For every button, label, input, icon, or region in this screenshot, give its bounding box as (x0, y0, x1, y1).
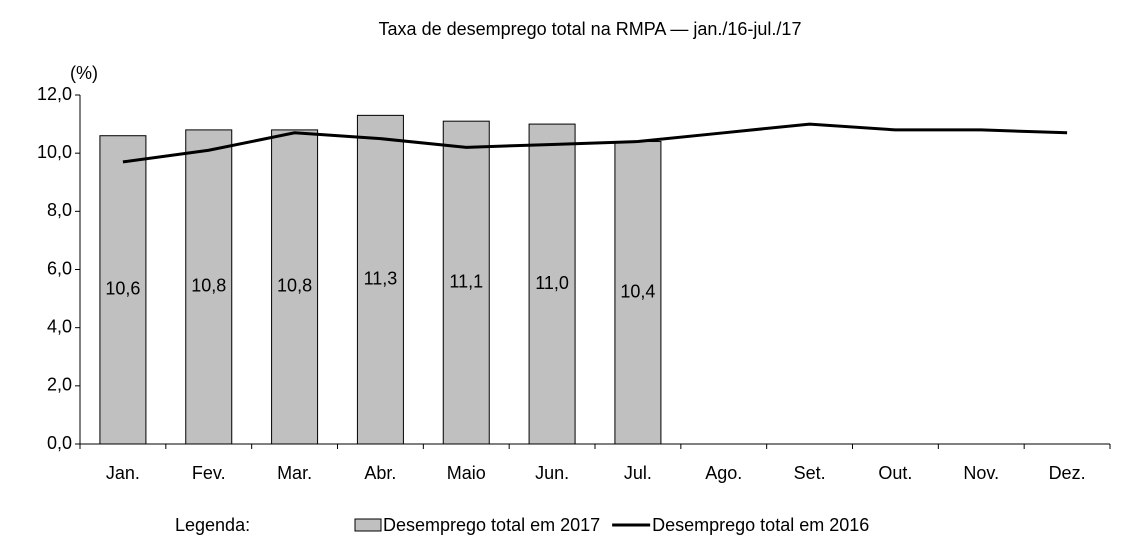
bar (442, 120, 490, 445)
legend-label: Desemprego total em 2016 (652, 515, 869, 535)
y-tick-label: 12,0 (37, 84, 72, 104)
x-tick-label: Fev. (192, 463, 226, 483)
value-label: 10,8 (191, 276, 226, 296)
value-label: 11,3 (364, 268, 398, 288)
x-tick-label: Jun. (535, 463, 569, 483)
value-label: 11,1 (449, 271, 483, 291)
legend-title: Legenda: (175, 515, 250, 535)
bar (185, 129, 233, 445)
y-axis-label: (%) (70, 63, 98, 83)
value-label: 11,0 (535, 273, 569, 293)
x-tick-label: Nov. (963, 463, 999, 483)
y-tick-label: 6,0 (47, 258, 72, 278)
bar (356, 114, 404, 445)
value-label: 10,8 (277, 276, 312, 296)
legend-swatch (354, 518, 382, 532)
x-tick-label: Mar. (277, 463, 312, 483)
x-tick-label: Ago. (705, 463, 742, 483)
legend-label: Desemprego total em 2017 (383, 515, 600, 535)
y-tick-label: 2,0 (47, 375, 72, 395)
y-tick-label: 8,0 (47, 200, 72, 220)
value-label: 10,6 (105, 279, 140, 299)
bar (271, 129, 319, 445)
x-tick-label: Jan. (106, 463, 140, 483)
x-tick-label: Dez. (1049, 463, 1086, 483)
x-tick-label: Abr. (364, 463, 396, 483)
x-tick-label: Out. (878, 463, 912, 483)
x-tick-label: Set. (794, 463, 826, 483)
line (122, 122, 1068, 164)
chart-title: Taxa de desemprego total na RMPA — jan./… (379, 19, 802, 39)
x-tick-label: Jul. (624, 463, 652, 483)
bar (99, 135, 147, 445)
y-tick-label: 4,0 (47, 316, 72, 336)
value-label: 10,4 (620, 282, 655, 302)
x-tick-label: Maio (447, 463, 486, 483)
bar (614, 141, 662, 445)
y-tick-label: 0,0 (47, 433, 72, 453)
y-tick-label: 10,0 (37, 142, 72, 162)
